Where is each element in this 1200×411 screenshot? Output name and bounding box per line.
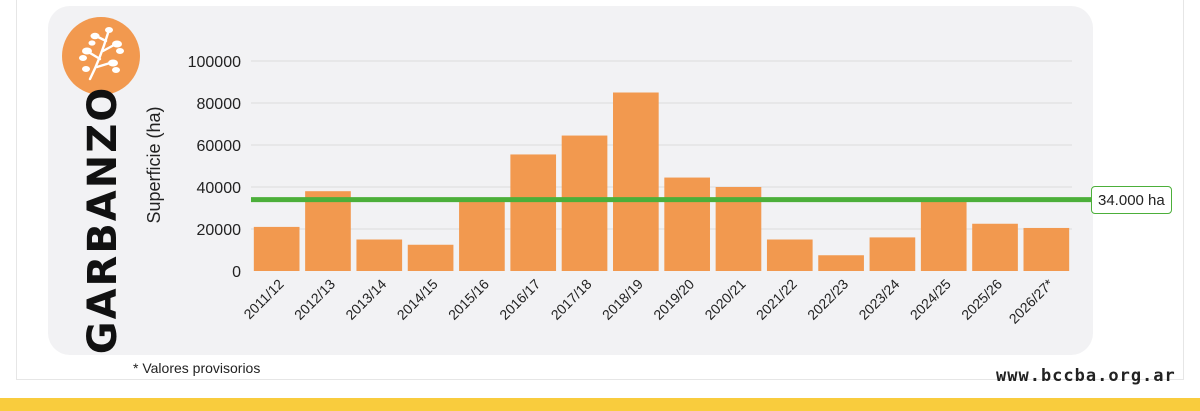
x-tick-label: 2017/18 [548, 276, 595, 323]
y-tick-label: 60000 [197, 138, 242, 155]
bar [407, 244, 454, 271]
x-tick-label: 2011/12 [240, 276, 287, 323]
x-tick-label: 2018/19 [599, 276, 646, 323]
bar [920, 199, 967, 271]
bar [510, 154, 557, 271]
bar [1023, 227, 1070, 271]
x-tick-label: 2012/13 [291, 276, 338, 323]
footnote: * Valores provisorios [133, 360, 261, 376]
x-tick-label: 2020/21 [701, 276, 748, 323]
x-tick-label: 2021/22 [753, 276, 800, 323]
bar [561, 135, 608, 271]
y-axis-label: Superficie (ha) [144, 106, 164, 223]
x-tick-label: 2026/27* [1006, 275, 1057, 326]
bar [766, 239, 813, 271]
bar [459, 201, 505, 271]
bar [972, 223, 1018, 271]
bar [305, 191, 351, 271]
crop-badge [62, 17, 140, 95]
y-tick-label: 80000 [197, 96, 242, 113]
y-tick-label: 0 [232, 264, 241, 281]
y-tick-label: 40000 [197, 180, 242, 197]
footer-band [0, 398, 1200, 411]
bar [613, 92, 659, 271]
x-tick-label: 2024/25 [907, 276, 954, 323]
x-tick-label: 2015/16 [445, 276, 492, 323]
bar [664, 177, 710, 271]
x-tick-label: 2019/20 [650, 276, 697, 323]
x-tick-label: 2013/14 [342, 276, 389, 323]
bar [818, 255, 864, 271]
chickpea-plant-icon [79, 27, 124, 81]
y-tick-label: 100000 [188, 54, 241, 71]
x-tick-label: 2025/26 [958, 276, 1005, 323]
x-tick-label: 2023/24 [855, 276, 902, 323]
x-tick-label: 2022/23 [804, 276, 851, 323]
x-tick-label: 2016/17 [496, 276, 543, 323]
bar [356, 239, 403, 271]
bar [869, 237, 916, 271]
x-tick-label: 2014/15 [394, 276, 441, 323]
bar [253, 226, 300, 271]
y-tick-label: 20000 [197, 222, 242, 239]
reference-line-label: 34.000 ha [1091, 186, 1172, 214]
website-url[interactable]: www.bccba.org.ar [996, 366, 1176, 386]
